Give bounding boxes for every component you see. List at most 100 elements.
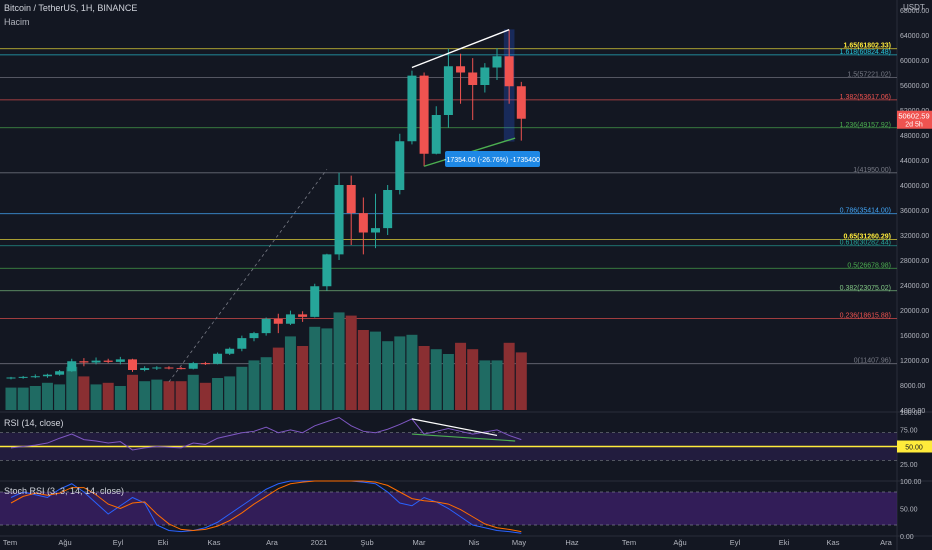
volume-bar [455,342,467,410]
volume-bar [175,381,187,410]
stoch-axis-label: 100.00 [900,479,922,486]
volume-bar [102,382,114,410]
candle-body [261,318,271,334]
price-tick-label: 28000.00 [900,258,929,265]
volume-bar [41,382,53,410]
rsi-axis-label: 50.00 [905,445,923,452]
candle-body [103,360,113,362]
price-tick-label: 60000.00 [900,58,929,65]
volume-bar [467,349,479,410]
volume-bar [224,376,236,410]
candle-body [492,56,502,68]
candle-body [456,66,466,73]
volume-bar [114,386,126,410]
price-tick-label: 16000.00 [900,333,929,340]
candle-body [504,56,514,87]
time-axis-label: Eyl [113,538,124,547]
fib-level-label: 0.786(35414.00) [840,208,891,215]
candle-body [140,368,150,370]
measure-label: -17354.00 (-26.76%) -1735400 [444,157,540,164]
volume-bar [430,349,442,410]
rsi-axis-label: 25.00 [900,462,918,469]
volume-bar [151,379,163,410]
time-axis-label: May [512,538,526,547]
time-axis-label: 2021 [311,538,328,547]
volume-bar [54,384,66,410]
volume-bar [406,334,418,410]
candle-body [128,359,137,370]
time-axis-label: Mar [413,538,426,547]
price-tick-label: 20000.00 [900,308,929,315]
rsi-axis-label: 75.00 [900,427,918,434]
candle-body [152,367,162,369]
price-tick-label: 12000.00 [900,358,929,365]
candle-body [407,75,417,142]
time-axis-label: Eki [779,538,790,547]
candle-body [6,377,16,379]
volume-bar [5,387,17,410]
candle-body [395,141,405,190]
price-tick-label: 64000.00 [900,33,929,40]
price-tick-label: 56000.00 [900,83,929,90]
fib-level-label: 0.5(26678.98) [847,262,891,269]
price-tick-label: 68000.00 [900,8,929,15]
volume-bar [382,341,394,410]
time-axis-label: Haz [565,538,579,547]
volume-bar [90,384,102,410]
stoch-d-line [10,480,522,533]
volume-bar [66,366,78,410]
candle-body [298,314,308,317]
time-axis-label: Ara [880,538,893,547]
volume-bar [370,331,381,410]
volume-bar [284,336,296,410]
candle-body [42,374,52,377]
candle-body [164,367,174,369]
candle-body [213,353,223,364]
fib-level-label: 1.5(57221.02) [847,71,891,78]
rsi-divergence-line [411,433,516,442]
price-tick-label: 4000.00 [900,408,925,415]
candle-body [322,254,332,287]
price-tick-label: 8000.00 [900,383,925,390]
volume-label[interactable]: Hacim [4,17,30,27]
volume-bar [297,346,309,410]
volume-bar [199,382,211,410]
currency-label: USDT [903,3,925,12]
candle-body [91,360,101,363]
rsi-line [10,416,522,451]
volume-bar [212,378,224,410]
time-axis-label: Tem [622,538,636,547]
fib-level-label: 1.65(61802.33) [844,43,891,50]
symbol-title[interactable]: Bitcoin / TetherUS, 1H, BINANCE [4,3,138,13]
stoch-rsi-indicator-label[interactable]: Stoch RSI (3, 3, 14, 14, close) [4,486,125,496]
candle-body [358,213,368,233]
candle-body [480,67,490,85]
time-axis-label: Tem [3,538,17,547]
time-axis-label: Ağu [673,538,686,547]
candle-body [371,228,380,233]
volume-bar [78,376,90,410]
volume-bar [345,315,357,410]
candle-body [115,359,125,362]
volume-bar [29,386,41,410]
candle-body [188,363,198,369]
candle-body [516,86,526,119]
rsi-mid-tag [897,440,932,453]
rsi-axis-label: 100.00 [900,410,922,417]
current-price-value: 50602.59 [898,112,929,121]
volume-bar [139,381,151,410]
candle-body [346,185,356,214]
candle-body [419,75,429,154]
measure-label-bg [445,151,540,167]
price-tick-label: 24000.00 [900,283,929,290]
time-axis-label: Ara [266,538,279,547]
candle-body [79,361,89,363]
volume-bar [187,374,199,410]
volume-bar [491,360,503,410]
volume-bar [503,342,515,410]
volume-bar [333,312,345,410]
rsi-indicator-label[interactable]: RSI (14, close) [4,418,64,428]
candle-body [18,376,28,378]
volume-bar [163,381,175,410]
